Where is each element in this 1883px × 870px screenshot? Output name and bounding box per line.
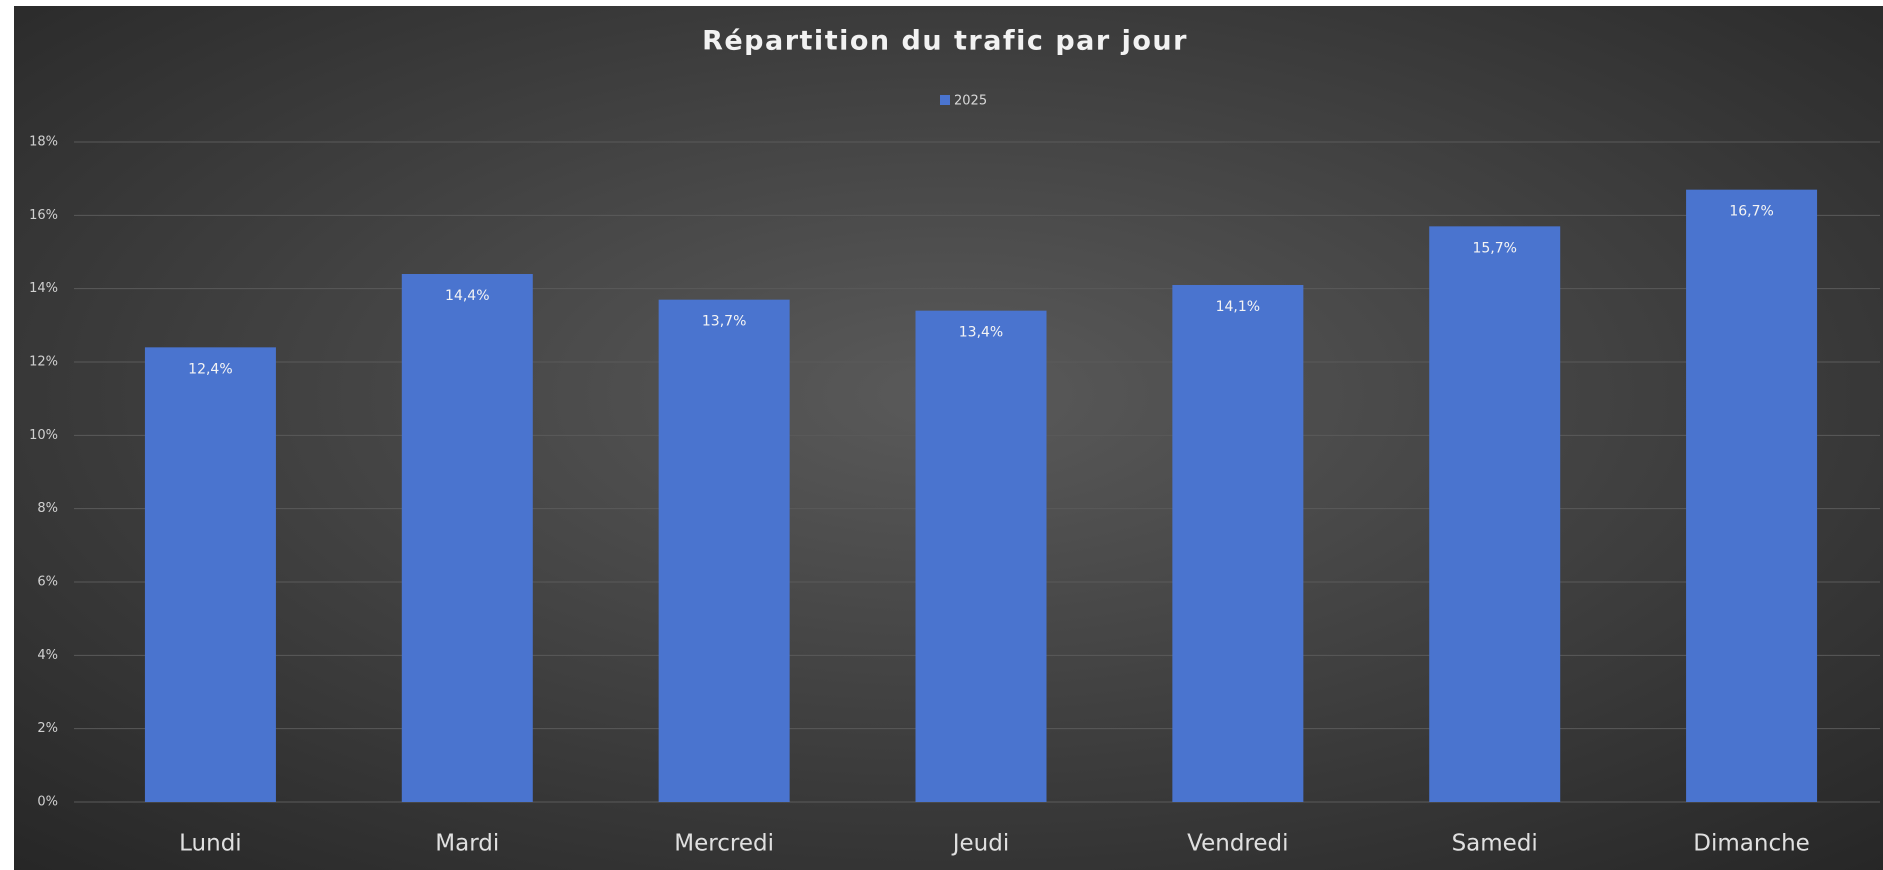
data-label: 14,4% (445, 288, 489, 304)
x-tick-label: Vendredi (1187, 831, 1288, 857)
bar (1429, 226, 1561, 803)
x-tick-label: Mardi (435, 831, 499, 857)
y-tick-label: 10% (29, 428, 58, 443)
y-tick-label: 16% (29, 208, 58, 223)
bar (658, 299, 790, 802)
legend-swatch (940, 95, 950, 105)
x-tick-label: Jeudi (951, 831, 1010, 857)
bar (1686, 189, 1818, 802)
y-tick-label: 2% (37, 721, 58, 736)
bar (1172, 285, 1304, 802)
bar (144, 347, 276, 802)
y-tick-label: 4% (37, 648, 58, 663)
data-label: 14,1% (1216, 299, 1260, 315)
x-tick-label: Mercredi (674, 831, 774, 857)
chart-title: Répartition du trafic par jour (702, 26, 1188, 57)
data-label: 13,7% (702, 314, 746, 330)
x-tick-label: Lundi (179, 831, 242, 857)
y-tick-label: 12% (29, 355, 58, 370)
y-tick-label: 8% (37, 501, 58, 516)
data-label: 13,4% (959, 325, 1003, 341)
bar (915, 310, 1047, 802)
y-tick-label: 18% (29, 135, 58, 150)
data-label: 12,4% (188, 361, 232, 377)
data-label: 15,7% (1472, 240, 1516, 256)
x-tick-label: Dimanche (1693, 831, 1810, 857)
y-tick-label: 6% (37, 575, 58, 590)
bar (401, 274, 533, 802)
y-tick-label: 14% (29, 281, 58, 296)
data-label: 16,7% (1729, 204, 1773, 220)
y-tick-label: 0% (37, 795, 58, 810)
legend-label: 2025 (954, 94, 987, 109)
x-tick-label: Samedi (1452, 831, 1538, 857)
